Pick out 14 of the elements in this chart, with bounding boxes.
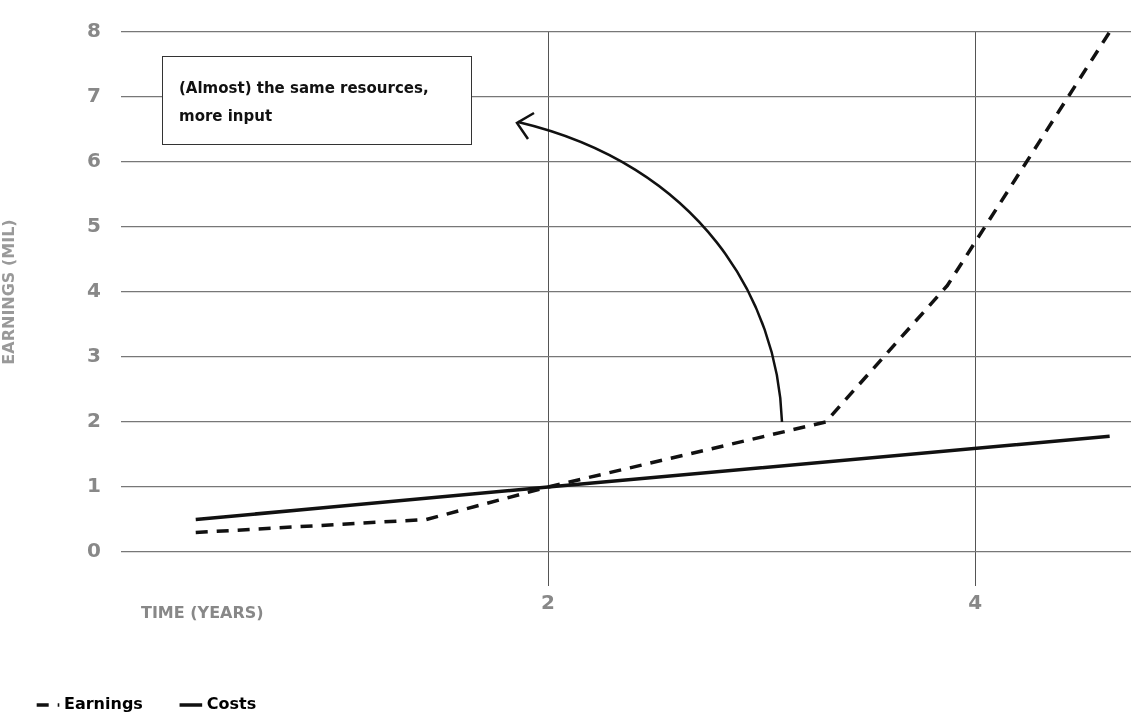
y-tick-label: 7: [87, 83, 101, 108]
y-axis-title: EARNINGS (MIL): [0, 219, 18, 365]
legend-label: Costs: [206, 694, 257, 714]
y-tick-label: 8: [87, 18, 101, 43]
y-tick-label: 0: [87, 538, 101, 563]
x-axis-title: TIME (YEARS): [141, 603, 264, 623]
y-tick-label: 3: [87, 343, 101, 368]
y-tick-label: 2: [87, 408, 101, 433]
y-tick-label: 4: [87, 278, 101, 303]
legend-label: Earnings: [64, 694, 143, 714]
y-tick-label: 1: [87, 473, 101, 498]
y-tick-label: 6: [87, 148, 101, 173]
callout-box: (Almost) the same resources, more input: [162, 56, 472, 145]
y-tick-label: 5: [87, 213, 101, 238]
